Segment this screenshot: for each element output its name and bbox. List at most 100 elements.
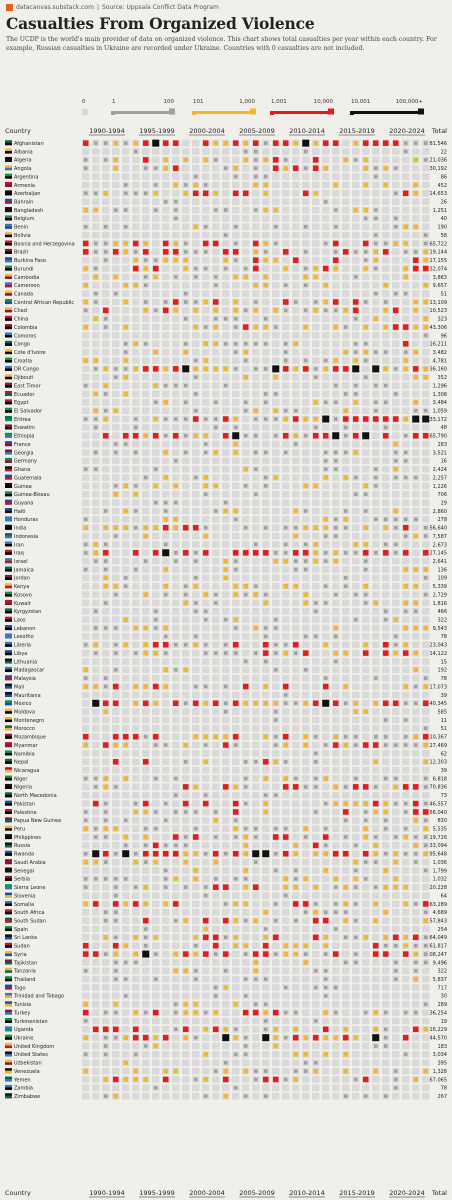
country-name: Liberia xyxy=(14,643,31,649)
cell-mark xyxy=(354,275,358,279)
cell-background xyxy=(92,382,100,389)
cell-mark xyxy=(213,450,218,455)
cell-background xyxy=(282,867,290,874)
cell-background xyxy=(322,900,330,908)
cell-background xyxy=(252,800,260,807)
cell-background xyxy=(182,390,190,398)
cell-mark xyxy=(344,818,348,823)
cell-background xyxy=(372,607,380,615)
cell-mark xyxy=(354,734,358,739)
table-row: Albania 22 xyxy=(5,148,447,155)
cell-background xyxy=(412,591,420,598)
table-row: Burundi 32,074 xyxy=(5,265,447,272)
legend-swatch-large xyxy=(328,108,334,115)
cell-mark xyxy=(224,166,228,170)
cell-background xyxy=(222,240,230,247)
cell-mark xyxy=(234,559,238,563)
cell-mark xyxy=(264,367,268,371)
cell-background xyxy=(292,574,300,582)
cell-mark xyxy=(324,843,328,848)
cell-background xyxy=(282,332,290,339)
cell-mark xyxy=(244,592,248,597)
cell-mark xyxy=(273,701,278,706)
cell-mark xyxy=(213,366,218,372)
cell-background xyxy=(292,800,300,807)
cell-background xyxy=(102,867,110,874)
cell-background xyxy=(312,281,320,289)
cell-background xyxy=(332,691,340,699)
cell-background xyxy=(212,440,220,448)
cell-background xyxy=(372,148,380,155)
cell-mark xyxy=(143,834,148,840)
cell-mark xyxy=(203,358,208,363)
cell-background xyxy=(352,465,360,473)
cell-background xyxy=(92,156,100,164)
cell-background xyxy=(412,215,420,222)
cell-mark xyxy=(414,609,418,614)
cell-mark xyxy=(254,342,258,346)
cell-mark xyxy=(383,249,389,255)
cell-mark xyxy=(283,140,289,146)
country-name: Brazil xyxy=(14,250,28,256)
cell-mark xyxy=(244,308,248,313)
cell-mark xyxy=(163,901,168,907)
cell-background xyxy=(412,507,420,515)
cell-background xyxy=(302,766,310,774)
cell-background xyxy=(282,206,290,214)
cell-mark xyxy=(413,843,418,848)
cell-background xyxy=(352,373,360,381)
cell-background xyxy=(112,348,120,356)
cell-background xyxy=(422,148,430,155)
cell-background xyxy=(142,290,150,297)
cell-mark xyxy=(104,241,108,246)
cell-background xyxy=(312,582,320,590)
cell-background xyxy=(112,432,120,440)
cell-background xyxy=(342,256,350,264)
cell-background xyxy=(352,633,360,640)
cell-mark xyxy=(294,868,298,873)
cell-background xyxy=(132,766,140,774)
cell-background xyxy=(212,842,220,849)
cell-background xyxy=(232,541,240,548)
cell-mark xyxy=(204,250,208,254)
cell-background xyxy=(332,490,340,498)
table-row: Central African Republic 13,109 xyxy=(5,298,447,306)
cell-background xyxy=(292,825,300,833)
cell-mark xyxy=(164,651,168,655)
flag-icon xyxy=(5,482,12,488)
cell-mark xyxy=(93,542,98,547)
cell-mark xyxy=(423,809,429,815)
cell-mark xyxy=(233,826,238,831)
cell-background xyxy=(332,348,340,356)
cell-background xyxy=(152,407,160,415)
cell-mark xyxy=(373,701,378,706)
cell-background xyxy=(312,791,320,799)
cell-mark xyxy=(184,835,188,839)
cell-background xyxy=(212,666,220,674)
cell-background xyxy=(252,457,260,465)
cell-background xyxy=(422,198,430,206)
cell-background xyxy=(302,298,310,306)
cell-background xyxy=(262,607,270,615)
cell-background xyxy=(262,373,270,381)
country-total: 48 xyxy=(441,425,447,431)
cell-background xyxy=(182,357,190,364)
cell-background xyxy=(302,231,310,239)
cell-background xyxy=(162,658,170,665)
cell-background xyxy=(292,691,300,699)
cell-background xyxy=(142,323,150,331)
cell-background xyxy=(182,307,190,314)
cell-background xyxy=(342,240,350,247)
cell-background xyxy=(302,206,310,214)
cell-mark xyxy=(84,517,88,522)
source-site[interactable]: datacanvas.substack.com xyxy=(16,4,94,11)
cell-background xyxy=(402,373,410,381)
cell-mark xyxy=(284,342,288,346)
cell-background xyxy=(162,750,170,757)
cell-mark xyxy=(384,517,388,522)
cell-background xyxy=(312,833,320,841)
cell-mark xyxy=(334,592,338,597)
cell-background xyxy=(262,298,270,306)
cell-background xyxy=(252,875,260,883)
cell-background xyxy=(372,156,380,164)
